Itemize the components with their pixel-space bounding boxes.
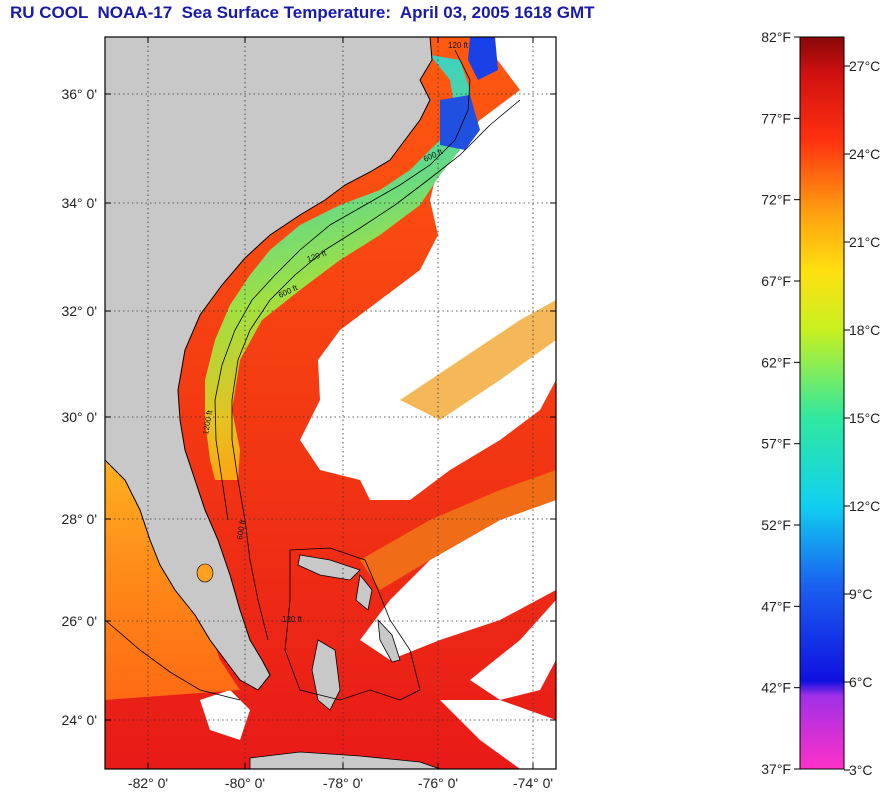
lat-label-28: 28° 0': [61, 511, 97, 527]
cold-water-north: [440, 95, 480, 150]
contour-label: 120 ft: [448, 41, 469, 50]
lat-label-36: 36° 0': [61, 86, 97, 102]
map-title: RU COOL NOAA-17 Sea Surface Temperature:…: [10, 3, 595, 22]
warm-water-streaks-2: [360, 470, 556, 590]
contour-gulf: [105, 619, 241, 701]
graticule: [105, 37, 556, 769]
lat-label-34: 34° 0': [61, 195, 97, 211]
shelf-water: [205, 55, 470, 480]
lon-label-82: -82° 0': [128, 775, 168, 791]
island-cuba: [249, 751, 441, 769]
cloud-patch-south: [360, 500, 556, 660]
island-grand-bahama: [297, 554, 361, 581]
lat-label-32: 32° 0': [61, 303, 97, 319]
lon-label-76: -76° 0': [418, 775, 458, 791]
contour-label: 120 ft: [282, 615, 303, 624]
contour-600ft: [231, 99, 521, 641]
lon-label-80: -80° 0': [225, 775, 265, 791]
lake-okeechobee: [196, 563, 214, 583]
contour-label: 600 ft: [235, 518, 247, 540]
island-eleuthera: [377, 618, 401, 663]
cold-water-north-2: [468, 37, 498, 80]
lat-label-30: 30° 0': [61, 409, 97, 425]
contour-label: 1200 ft: [201, 409, 214, 435]
lat-label-24: 24° 0': [61, 712, 97, 728]
map-frame: [104, 36, 557, 770]
lat-label-26: 26° 0': [61, 613, 97, 629]
land-usa: [105, 37, 433, 691]
cloud-patch-gulf: [200, 690, 250, 740]
lon-label-74: -74° 0': [513, 775, 553, 791]
cloud-patch-east: [470, 600, 556, 700]
contour-120ft: [214, 49, 471, 521]
lon-label-78: -78° 0': [323, 775, 363, 791]
warm-water-streaks: [400, 300, 556, 420]
contour-bahamas: [284, 547, 421, 701]
cloud-patch-bottom: [440, 700, 556, 769]
island-abaco: [355, 574, 373, 611]
island-andros: [311, 639, 341, 711]
